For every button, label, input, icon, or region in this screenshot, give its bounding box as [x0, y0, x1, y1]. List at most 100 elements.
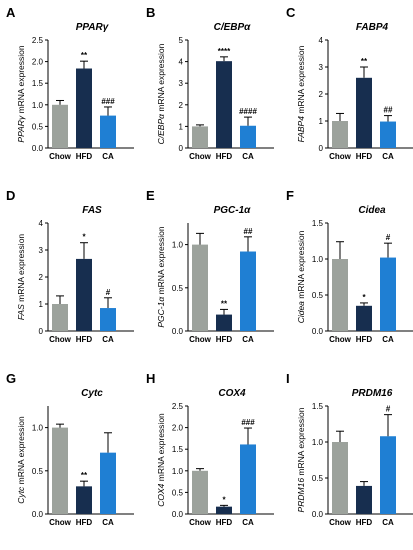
bar-ca — [100, 308, 116, 331]
y-tick-label: 3 — [179, 79, 184, 88]
y-tick-label: 1.5 — [312, 219, 324, 228]
category-label: Chow — [189, 518, 212, 527]
panel-title: FABP4 — [356, 22, 389, 33]
y-axis-label-text: mRNA expression — [156, 413, 166, 484]
panel-e: E PGC-1α 0.0 0.5 1.0 PGC-1α mRNA expression Ch… — [146, 188, 274, 344]
panel-d: D FAS 0 1 2 3 4 FAS mRNA expression Chow * HFD # CA — [6, 188, 134, 344]
panel-title: Cytc — [81, 388, 103, 399]
significance-marker: ### — [241, 418, 255, 427]
y-axis-label-gene: Cidea — [296, 301, 306, 323]
significance-marker: * — [82, 233, 86, 242]
panel-letter: H — [146, 371, 155, 386]
panel-title: C/EBPα — [214, 22, 252, 33]
panel-letter: D — [6, 188, 15, 203]
bar-hfd — [356, 485, 372, 514]
y-axis-label-text: mRNA expression — [296, 230, 306, 301]
bar-chow — [332, 121, 348, 148]
category-label: HFD — [76, 152, 93, 161]
y-axis-label: C/EBPα mRNA expression — [156, 43, 166, 144]
y-tick-label: 0.5 — [312, 291, 324, 300]
y-axis-label-gene: COX4 — [156, 483, 166, 506]
y-tick-label: 5 — [179, 36, 184, 45]
y-axis-label-text: mRNA expression — [16, 416, 26, 487]
y-tick-label: 0.0 — [312, 510, 324, 519]
y-tick-label: 1.5 — [32, 79, 44, 88]
significance-marker: ### — [101, 97, 115, 106]
bar-ca — [380, 436, 396, 514]
significance-marker: # — [386, 405, 391, 414]
bar-hfd — [356, 305, 372, 331]
category-label: CA — [382, 518, 394, 527]
y-axis-label: Cytc mRNA expression — [16, 416, 26, 504]
significance-marker: # — [106, 288, 111, 297]
significance-marker: * — [362, 293, 366, 302]
y-tick-label: 0 — [39, 327, 44, 336]
category-label: CA — [382, 335, 394, 344]
category-label: HFD — [216, 152, 233, 161]
panel-title: Cidea — [358, 205, 386, 216]
bar-ca — [380, 257, 396, 331]
y-tick-label: 2.0 — [172, 424, 184, 433]
significance-marker: ** — [81, 51, 88, 60]
y-axis-label-gene: PRDM16 — [296, 478, 306, 513]
y-tick-label: 0.0 — [172, 327, 184, 336]
y-tick-label: 0.5 — [32, 122, 44, 131]
y-axis-label-text: mRNA expression — [16, 234, 26, 305]
panel-g: G Cytc 0.0 0.5 1.0 Cytc mRNA expression Chow **… — [6, 371, 134, 527]
y-axis-label: PRDM16 mRNA expression — [296, 407, 306, 512]
y-tick-label: 1.5 — [172, 445, 184, 454]
y-tick-label: 1 — [319, 117, 324, 126]
y-axis-label: FAS mRNA expression — [16, 234, 26, 321]
category-label: CA — [102, 152, 114, 161]
panel-title: COX4 — [218, 388, 246, 399]
y-tick-label: 2.5 — [32, 36, 44, 45]
significance-marker: ** — [361, 57, 368, 66]
y-axis-label-gene: Cytc — [16, 486, 26, 504]
panel-i: I PRDM16 0.0 0.5 1.0 1.5 PRDM16 mRNA expressio… — [286, 371, 413, 527]
y-axis-label-text: mRNA expression — [296, 407, 306, 478]
bar-hfd — [356, 77, 372, 148]
y-axis-label: PGC-1α mRNA expression — [156, 226, 166, 327]
panel-title: PRDM16 — [352, 388, 393, 399]
y-axis-label-gene: C/EBPα — [156, 113, 166, 145]
y-tick-label: 0.5 — [312, 474, 324, 483]
category-label: CA — [102, 518, 114, 527]
panel-f: F Cidea 0.0 0.5 1.0 1.5 Cidea mRNA expression C… — [286, 188, 413, 344]
bar-chow — [52, 304, 68, 331]
category-label: Chow — [329, 335, 352, 344]
y-tick-label: 1.0 — [312, 255, 324, 264]
significance-marker: * — [222, 495, 226, 504]
category-label: Chow — [49, 335, 72, 344]
y-tick-label: 1.0 — [172, 467, 184, 476]
y-axis-label-gene: FABP4 — [296, 116, 306, 143]
bar-chow — [192, 470, 208, 514]
y-tick-label: 0.0 — [312, 327, 324, 336]
panel-letter: F — [286, 188, 294, 203]
category-label: Chow — [189, 335, 212, 344]
category-label: CA — [242, 152, 254, 161]
category-label: Chow — [49, 152, 72, 161]
category-label: Chow — [189, 152, 212, 161]
category-label: Chow — [329, 152, 352, 161]
panel-title: PPARγ — [76, 22, 110, 33]
y-tick-label: 4 — [39, 219, 44, 228]
panel-letter: C — [286, 5, 296, 20]
bar-hfd — [216, 314, 232, 331]
y-tick-label: 2 — [319, 90, 324, 99]
category-label: HFD — [76, 335, 93, 344]
y-tick-label: 0.0 — [32, 510, 44, 519]
y-axis-label: PPARγ mRNA expression — [16, 45, 26, 142]
panel-letter: B — [146, 5, 155, 20]
category-label: CA — [102, 335, 114, 344]
significance-marker: ** — [81, 471, 88, 480]
category-label: CA — [382, 152, 394, 161]
y-tick-label: 1.0 — [32, 424, 44, 433]
y-tick-label: 2.0 — [32, 58, 44, 67]
panel-a: A PPARγ 0.0 0.5 1.0 1.5 2.0 2.5 PPARγ mRNA expre… — [6, 5, 134, 161]
y-axis-label-text: mRNA expression — [156, 226, 166, 297]
y-tick-label: 2 — [39, 273, 44, 282]
bar-ca — [100, 115, 116, 148]
panel-c: C FABP4 0 1 2 3 4 FABP4 mRNA expression Chow ** HF… — [286, 5, 413, 161]
panel-letter: G — [6, 371, 16, 386]
